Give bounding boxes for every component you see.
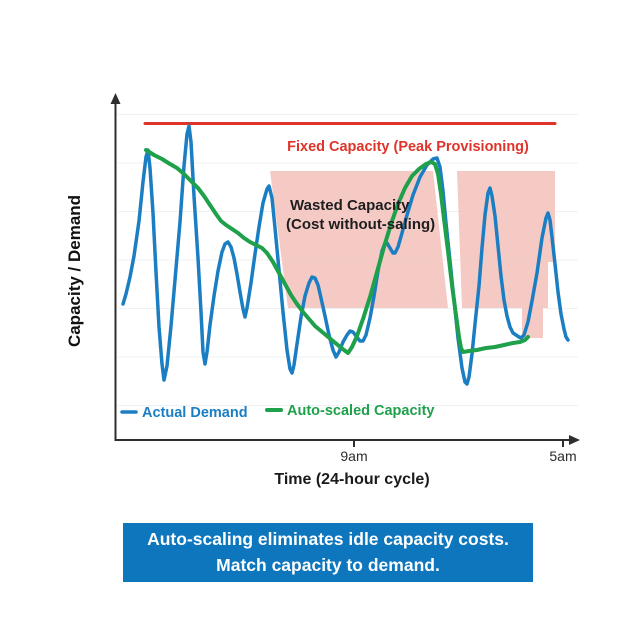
wasted-capacity-label-line1: Wasted Capacity: [290, 197, 410, 214]
x-tick-label-5am: 5am: [549, 448, 576, 464]
wasted-capacity-region: [270, 171, 448, 308]
fixed-capacity-label: Fixed Capacity (Peak Provisioning): [287, 139, 529, 155]
y-axis-title: Capacity / Demand: [65, 195, 84, 347]
x-tick-label-9am: 9am: [340, 448, 367, 464]
banner-line1: Auto-scaling eliminates idle capacity co…: [147, 528, 509, 549]
chart-series: [121, 122, 570, 386]
legend: Actual Demand Auto-scaled Capacity: [120, 403, 434, 421]
auto-scaled-capacity-line: [144, 148, 530, 355]
takeaway-banner: Auto-scaling eliminates idle capacity co…: [123, 523, 533, 582]
capacity-demand-chart: 9am 5am Fixed Capacity (Peak Provisioning…: [65, 93, 580, 488]
axes: [110, 93, 580, 445]
banner-line2: Match capacity to demand.: [216, 554, 440, 575]
actual-demand-legend-label: Actual Demand: [142, 405, 248, 421]
x-axis-title: Time (24-hour cycle): [274, 471, 429, 488]
x-axis-ticks: 9am 5am: [340, 440, 577, 464]
x-axis-arrow-icon: [569, 435, 580, 445]
auto-scaled-capacity-legend-label: Auto-scaled Capacity: [287, 403, 434, 419]
y-axis-arrow-icon: [110, 93, 121, 104]
wasted-capacity-label-line2: (Cost without-saling): [286, 216, 435, 233]
wasted-capacity-region: [457, 171, 555, 338]
wasted-capacity-regions: [270, 171, 555, 338]
